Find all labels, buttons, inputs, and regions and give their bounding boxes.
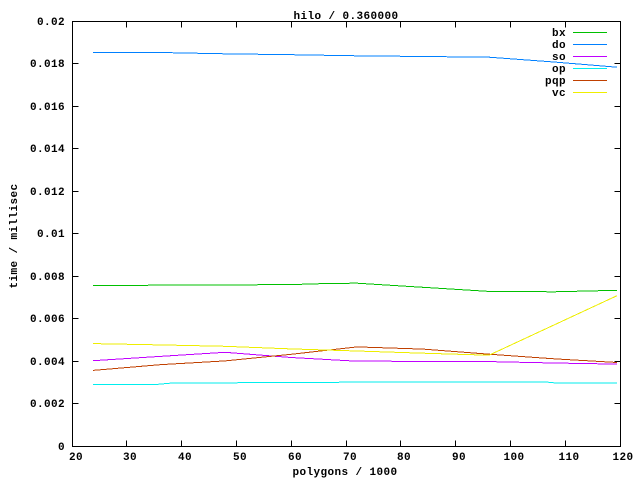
svg-text:0.018: 0.018 <box>30 59 65 71</box>
svg-text:50: 50 <box>233 452 247 464</box>
svg-text:100: 100 <box>503 452 524 464</box>
svg-text:vc: vc <box>552 88 566 100</box>
svg-text:time / millisec: time / millisec <box>9 183 21 288</box>
svg-text:0.004: 0.004 <box>30 357 65 369</box>
svg-text:hilo / 0.360000: hilo / 0.360000 <box>293 11 398 23</box>
svg-text:20: 20 <box>69 452 83 464</box>
svg-text:0.02: 0.02 <box>37 17 65 29</box>
svg-text:120: 120 <box>612 452 633 464</box>
svg-text:40: 40 <box>178 452 192 464</box>
svg-text:0.014: 0.014 <box>30 144 65 156</box>
svg-text:70: 70 <box>343 452 357 464</box>
svg-text:bx: bx <box>552 28 566 40</box>
svg-text:0.006: 0.006 <box>30 314 65 326</box>
svg-text:0.002: 0.002 <box>30 399 65 411</box>
svg-text:0: 0 <box>58 442 65 454</box>
svg-text:0.016: 0.016 <box>30 102 65 114</box>
svg-text:60: 60 <box>288 452 302 464</box>
svg-text:do: do <box>552 40 566 52</box>
svg-text:0.008: 0.008 <box>30 272 65 284</box>
svg-text:80: 80 <box>397 452 411 464</box>
svg-text:polygons / 1000: polygons / 1000 <box>292 467 397 479</box>
svg-text:30: 30 <box>123 452 137 464</box>
svg-text:90: 90 <box>452 452 466 464</box>
svg-text:0.012: 0.012 <box>30 187 65 199</box>
svg-text:110: 110 <box>558 452 579 464</box>
svg-text:op: op <box>552 64 566 76</box>
svg-text:0.01: 0.01 <box>37 229 65 241</box>
svg-text:so: so <box>552 52 566 64</box>
svg-text:pqp: pqp <box>545 76 566 88</box>
